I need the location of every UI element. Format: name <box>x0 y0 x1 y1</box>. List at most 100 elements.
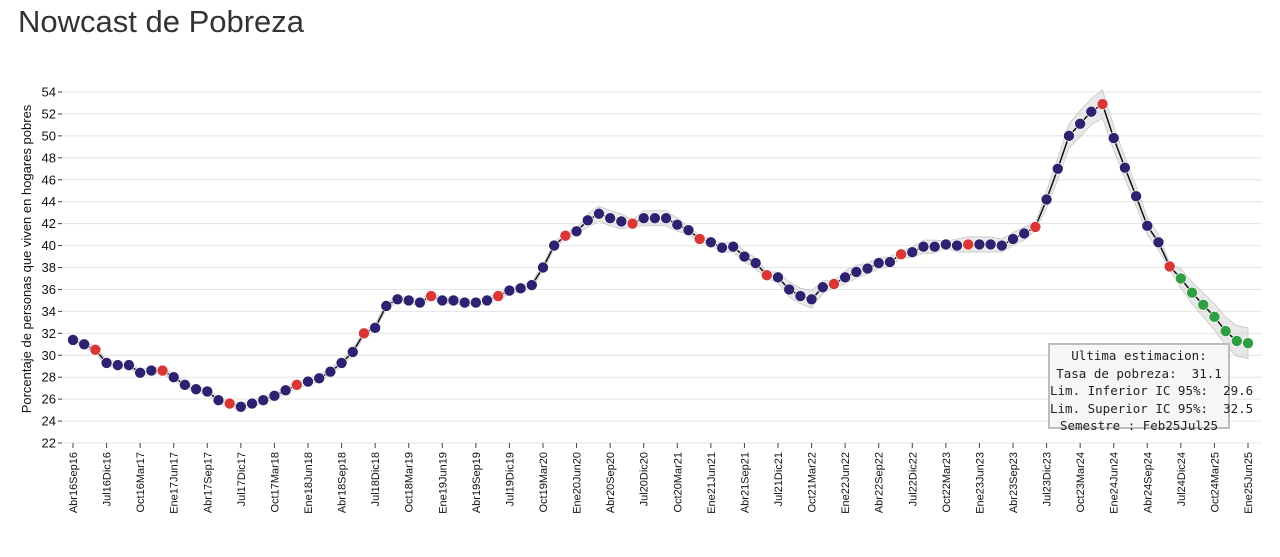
data-point[interactable] <box>593 207 605 220</box>
data-point[interactable] <box>716 241 728 254</box>
data-point[interactable] <box>928 240 941 253</box>
data-point-forecast[interactable] <box>1197 298 1210 311</box>
data-point[interactable] <box>816 281 829 294</box>
data-point[interactable] <box>682 224 695 237</box>
data-point[interactable] <box>705 236 717 249</box>
data-point[interactable] <box>940 238 952 251</box>
data-point-official[interactable] <box>1096 98 1109 110</box>
data-point-forecast[interactable] <box>1175 272 1187 285</box>
data-point-official[interactable] <box>223 397 236 410</box>
data-point[interactable] <box>391 293 404 306</box>
data-point[interactable] <box>783 283 795 296</box>
data-point-official[interactable] <box>828 278 840 290</box>
data-point-official[interactable] <box>761 269 773 281</box>
data-point-official[interactable] <box>1163 260 1176 273</box>
data-point[interactable] <box>313 372 325 385</box>
data-point[interactable] <box>1107 132 1120 144</box>
data-point[interactable] <box>581 214 594 227</box>
data-point[interactable] <box>772 271 784 284</box>
data-point[interactable] <box>414 296 426 309</box>
data-point[interactable] <box>123 359 135 371</box>
data-point[interactable] <box>794 290 807 302</box>
data-point[interactable] <box>167 371 180 383</box>
data-point[interactable] <box>67 334 79 346</box>
data-point-forecast[interactable] <box>1208 311 1221 323</box>
data-point-official[interactable] <box>626 217 639 230</box>
data-point[interactable] <box>884 256 896 268</box>
data-point[interactable] <box>335 357 348 369</box>
data-point[interactable] <box>805 293 818 306</box>
data-point[interactable] <box>402 294 415 307</box>
data-point-official[interactable] <box>693 233 706 245</box>
data-point[interactable] <box>514 282 527 295</box>
data-point[interactable] <box>570 225 583 238</box>
data-point[interactable] <box>839 271 851 284</box>
data-point-official[interactable] <box>1029 221 1042 233</box>
data-point-official[interactable] <box>425 290 437 302</box>
data-point[interactable] <box>850 266 863 278</box>
data-point[interactable] <box>212 394 225 407</box>
data-point-official[interactable] <box>291 379 303 391</box>
data-point[interactable] <box>190 383 202 396</box>
data-point[interactable] <box>671 218 684 231</box>
data-point[interactable] <box>1018 227 1030 240</box>
data-point[interactable] <box>604 212 616 224</box>
data-point[interactable] <box>78 338 90 351</box>
data-point[interactable] <box>1007 233 1019 245</box>
data-point[interactable] <box>470 296 482 309</box>
data-point[interactable] <box>246 397 258 410</box>
data-point[interactable] <box>179 379 191 391</box>
data-point[interactable] <box>872 257 885 269</box>
data-point[interactable] <box>637 212 650 224</box>
data-point[interactable] <box>436 294 449 307</box>
data-point[interactable] <box>458 296 471 309</box>
data-point-official[interactable] <box>89 343 102 356</box>
data-point[interactable] <box>727 240 740 253</box>
data-point[interactable] <box>749 257 762 269</box>
data-point[interactable] <box>660 212 672 224</box>
data-point[interactable] <box>302 375 314 388</box>
data-point[interactable] <box>380 300 393 312</box>
data-point[interactable] <box>537 261 549 274</box>
data-point[interactable] <box>1085 105 1098 118</box>
data-point-forecast[interactable] <box>1242 337 1254 349</box>
data-point[interactable] <box>503 284 516 297</box>
data-point-official[interactable] <box>492 290 505 302</box>
data-point[interactable] <box>1130 190 1142 203</box>
data-point[interactable] <box>526 279 538 291</box>
data-point[interactable] <box>951 239 963 252</box>
data-point-forecast[interactable] <box>1219 325 1232 337</box>
data-point[interactable] <box>861 262 874 275</box>
data-point[interactable] <box>906 246 919 258</box>
data-point[interactable] <box>257 394 270 407</box>
data-point[interactable] <box>917 240 930 253</box>
data-point-official[interactable] <box>156 364 169 377</box>
data-point[interactable] <box>973 238 986 251</box>
data-point[interactable] <box>984 238 997 251</box>
data-point[interactable] <box>481 294 493 307</box>
data-point[interactable] <box>1141 220 1154 232</box>
data-point[interactable] <box>279 384 292 397</box>
data-point-official[interactable] <box>358 327 370 340</box>
data-point[interactable] <box>111 359 124 371</box>
data-point-official[interactable] <box>559 229 572 242</box>
data-point[interactable] <box>1040 193 1053 206</box>
data-point[interactable] <box>145 364 158 377</box>
data-point[interactable] <box>201 385 214 398</box>
data-point[interactable] <box>1152 236 1165 249</box>
data-point-forecast[interactable] <box>1231 335 1243 347</box>
data-point[interactable] <box>100 357 113 369</box>
data-point[interactable] <box>1119 161 1131 174</box>
data-point-forecast[interactable] <box>1186 286 1198 299</box>
data-point[interactable] <box>996 239 1008 252</box>
data-point[interactable] <box>447 294 460 307</box>
data-point[interactable] <box>235 401 247 413</box>
data-point[interactable] <box>1051 162 1064 175</box>
data-point[interactable] <box>324 365 337 378</box>
data-point[interactable] <box>369 322 381 334</box>
data-point-official[interactable] <box>962 238 975 251</box>
data-point[interactable] <box>548 239 560 252</box>
data-point[interactable] <box>649 212 661 224</box>
data-point[interactable] <box>1063 130 1075 142</box>
data-point[interactable] <box>346 346 359 358</box>
